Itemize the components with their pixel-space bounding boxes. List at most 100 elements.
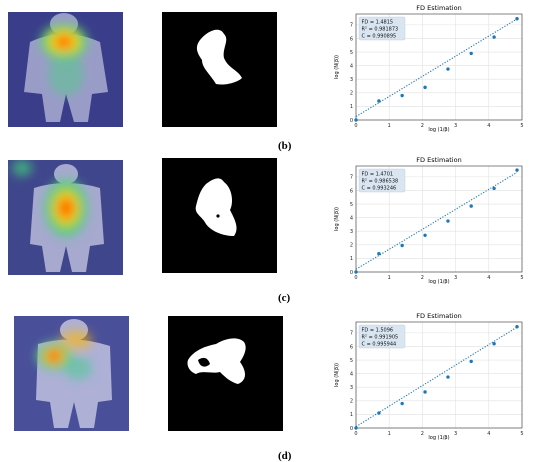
- x-tick-label: 4: [487, 431, 490, 437]
- y-tick-label: 5: [350, 358, 353, 364]
- data-point: [423, 390, 427, 394]
- y-tick-label: 5: [350, 202, 353, 208]
- data-point: [354, 426, 358, 430]
- x-tick-label: 5: [520, 123, 523, 129]
- segmentation-mask: [168, 316, 283, 431]
- stats-line: R² = 0.986538: [362, 179, 399, 185]
- x-axis-label: log (1/β): [428, 127, 449, 132]
- y-tick-label: 7: [350, 23, 353, 29]
- y-tick-label: 2: [350, 91, 353, 97]
- x-axis-label: log (1/β): [428, 279, 449, 284]
- x-tick-label: 3: [454, 123, 457, 129]
- panel-d: FD Estimation 0 1 2 3 4 5 0 1 2 3 4 5 6 7 FD = 1.5096 R²…: [0, 308, 550, 462]
- x-axis-label: log (1/β): [428, 435, 449, 440]
- x-tick-label: 1: [388, 275, 391, 281]
- y-tick-label: 5: [350, 50, 353, 56]
- x-tick-label: 2: [421, 275, 424, 281]
- y-tick-label: 1: [350, 104, 353, 110]
- x-tick-label: 3: [454, 275, 457, 281]
- x-tick-label: 4: [487, 275, 490, 281]
- chart-title: FD Estimation: [416, 312, 461, 320]
- data-point: [469, 204, 473, 208]
- heatmap-image: [14, 316, 129, 431]
- stats-line: R² = 0.981873: [362, 27, 399, 33]
- data-point: [492, 186, 496, 191]
- y-axis-label: log (N(β)): [334, 363, 340, 387]
- trend-line: [355, 326, 518, 428]
- x-tick-label: 4: [487, 123, 490, 129]
- y-tick-label: 3: [350, 385, 353, 391]
- x-tick-label: 0: [354, 123, 357, 129]
- y-axis-label: log (N(β)): [334, 207, 340, 231]
- x-tick-label: 1: [388, 431, 391, 437]
- data-point: [400, 401, 404, 406]
- data-point: [515, 17, 519, 21]
- data-point: [515, 168, 519, 172]
- trend-line: [355, 18, 518, 118]
- data-point: [400, 93, 404, 98]
- chart-title: FD Estimation: [416, 4, 461, 12]
- panel-label: (c): [278, 292, 291, 304]
- y-tick-label: 1: [350, 256, 353, 262]
- y-tick-label: 0: [350, 270, 353, 276]
- panel-b: FD Estimation 0 1 2 3 4 5 0 1 2 3 4 5 6 7 FD = 1.4815 R²…: [0, 0, 550, 154]
- data-point: [354, 118, 358, 122]
- y-tick-label: 6: [350, 344, 353, 350]
- plot-frame: [355, 165, 523, 273]
- stats-line: C = 0.990895: [362, 34, 397, 40]
- data-point: [400, 243, 404, 248]
- data-point: [446, 67, 450, 71]
- x-tick-label: 2: [421, 123, 424, 129]
- fd-chart: FD Estimation 0 1 2 3 4 5 0 1 2 3 4 5 6 7 FD = 1.4701 R²…: [330, 154, 530, 284]
- y-tick-label: 4: [350, 215, 353, 221]
- x-tick-label: 3: [454, 431, 457, 437]
- data-point: [423, 85, 427, 90]
- y-tick-label: 3: [350, 77, 353, 83]
- y-tick-label: 4: [350, 63, 353, 69]
- data-point: [354, 270, 358, 274]
- heatmap-image: [8, 160, 123, 275]
- y-tick-label: 0: [350, 118, 353, 124]
- stats-line: C = 0.995944: [362, 342, 397, 348]
- y-tick-label: 2: [350, 243, 353, 249]
- segmentation-mask: [162, 158, 277, 273]
- x-tick-label: 0: [354, 275, 357, 281]
- trend-line: [355, 171, 518, 270]
- x-tick-label: 5: [520, 275, 523, 281]
- x-tick-label: 2: [421, 431, 424, 437]
- data-point: [446, 375, 450, 379]
- y-tick-label: 1: [350, 412, 353, 418]
- y-tick-label: 0: [350, 426, 353, 432]
- stats-line: FD = 1.5096: [362, 328, 394, 334]
- segmentation-mask: [162, 12, 277, 127]
- x-tick-label: 5: [520, 431, 523, 437]
- stats-line: FD = 1.4701: [362, 172, 394, 178]
- y-tick-label: 3: [350, 229, 353, 235]
- data-point: [446, 219, 450, 223]
- data-point: [469, 51, 473, 56]
- y-tick-label: 6: [350, 188, 353, 194]
- y-axis-label: log (N(β)): [334, 55, 340, 79]
- data-point: [377, 251, 381, 256]
- y-tick-label: 7: [350, 331, 353, 337]
- plot-frame: [355, 13, 523, 121]
- stats-box: [358, 16, 406, 41]
- panel-c: FD Estimation 0 1 2 3 4 5 0 1 2 3 4 5 6 7 FD = 1.4701 R²…: [0, 154, 550, 308]
- fd-chart: FD Estimation 0 1 2 3 4 5 0 1 2 3 4 5 6 7 FD = 1.5096 R²…: [330, 310, 530, 440]
- data-point: [515, 325, 519, 329]
- data-point: [492, 35, 496, 39]
- data-point: [469, 359, 473, 364]
- y-tick-label: 4: [350, 371, 353, 377]
- stats-line: FD = 1.4815: [362, 20, 394, 26]
- stats-box: [358, 324, 406, 349]
- data-point: [377, 99, 381, 103]
- data-point: [423, 233, 427, 238]
- heatmap-image: [8, 12, 123, 127]
- y-tick-label: 6: [350, 36, 353, 42]
- plot-frame: [355, 321, 523, 429]
- stats-line: C = 0.993246: [362, 186, 397, 192]
- x-tick-label: 1: [388, 123, 391, 129]
- stats-box: [358, 168, 406, 193]
- data-point: [492, 342, 496, 346]
- panel-label: (d): [278, 450, 292, 462]
